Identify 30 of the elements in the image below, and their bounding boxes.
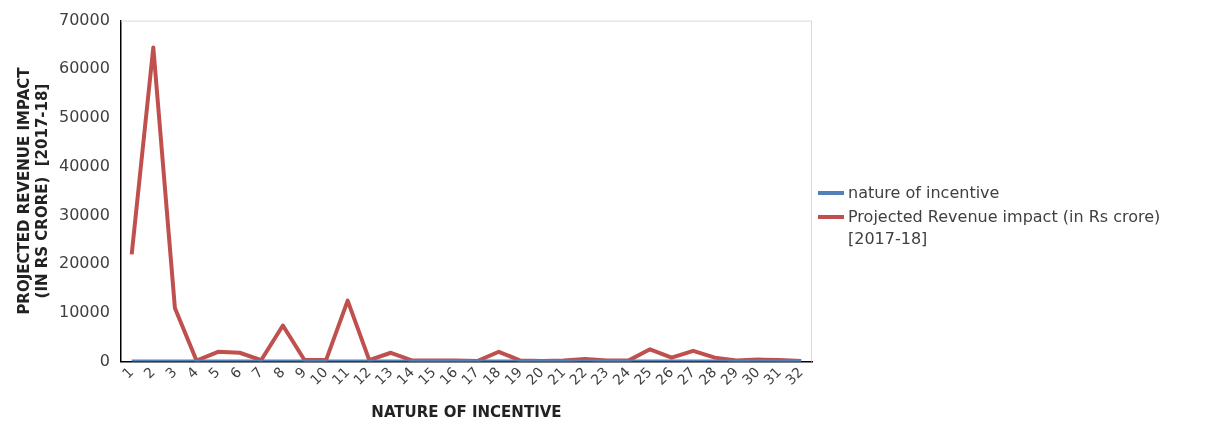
x-tick-label: 5 (205, 363, 223, 382)
legend-label: nature of incentive (848, 182, 1000, 204)
legend-label: Projected Revenue impact (in Rs crore)[2017-18] (848, 206, 1162, 250)
y-tick-label: 30000 (58, 204, 110, 224)
y-tick-label: 0 (99, 350, 110, 370)
x-tick-label: 17 (458, 363, 482, 388)
x-tick-label: 7 (248, 363, 266, 382)
y-tick-label: 10000 (58, 301, 110, 321)
y-tick-label: 70000 (58, 9, 110, 29)
x-tick-label: 8 (269, 363, 288, 382)
x-tick-label: 22 (566, 363, 590, 388)
x-tick-label: 11 (328, 363, 353, 388)
x-tick-label: 1 (118, 363, 137, 382)
y-tick-label: 50000 (58, 107, 110, 127)
y-tick-label: 40000 (58, 155, 110, 175)
x-tick-label: 4 (183, 363, 202, 382)
x-tick-label: 23 (587, 363, 612, 388)
y-axis-title: PROJECTED REVENUE IMPACT (IN RS CRORE) [2017-18] (14, 66, 51, 315)
x-tick-label: 6 (226, 363, 245, 382)
x-tick-label: 16 (436, 363, 461, 388)
y-tick-label: 20000 (58, 253, 110, 273)
x-axis-title: NATURE OF INCENTIVE (371, 402, 562, 421)
x-tick-label: 2 (140, 363, 158, 382)
x-tick-label: 12 (350, 363, 374, 388)
y-tick-label: 60000 (58, 58, 110, 78)
x-tick-label: 13 (371, 363, 396, 388)
x-tick-label: 21 (544, 363, 569, 388)
x-tick-label: 3 (161, 363, 180, 382)
x-tick-label: 18 (479, 363, 504, 388)
x-tick-label: 28 (695, 363, 720, 388)
